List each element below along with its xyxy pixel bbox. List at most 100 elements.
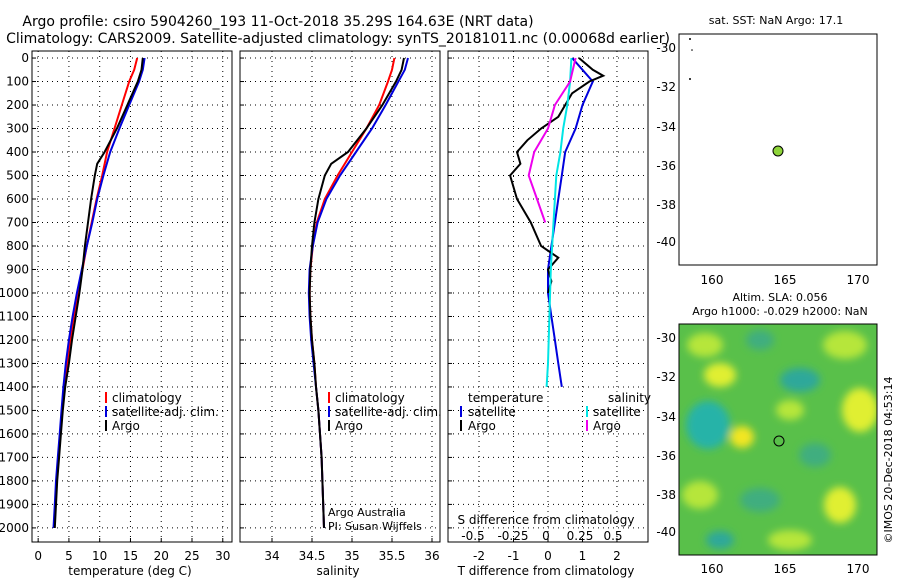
temperature-grid	[32, 51, 232, 542]
sla-map-title1: Altim. SLA: 0.056	[732, 291, 827, 304]
coast-speck	[691, 49, 693, 51]
lat-tick: -40	[656, 525, 676, 539]
sla-map-field	[679, 324, 877, 555]
legend-label: Argo	[335, 419, 363, 433]
legend-swatch-satellite	[105, 406, 107, 417]
sla-blobs	[682, 330, 877, 550]
difference-legend: temperature salinity satellite Argo sate…	[460, 391, 651, 433]
legend-swatch-satellite	[328, 406, 330, 417]
series-line-satellite	[547, 57, 594, 388]
s-difference-scale: -0.5 -0.25 0 0.25 0.5	[461, 529, 622, 543]
credit-org: Argo Australia	[328, 506, 406, 519]
difference-x-ticks: -2 -1 0 1 2	[473, 538, 621, 563]
sla-blob	[776, 400, 804, 420]
difference-grid	[448, 51, 648, 542]
depth-tick-label: 200	[6, 98, 29, 112]
depth-tick-label: 1800	[0, 474, 29, 488]
legend-label: satellite-adj. clim.	[335, 405, 442, 419]
difference-x-label: T difference from climatology	[457, 564, 635, 578]
s-scale-tick: 0	[542, 529, 550, 543]
legend-swatch-t-argo	[460, 420, 462, 431]
lat-tick: -38	[656, 198, 676, 212]
series-line-satellite	[52, 57, 146, 528]
salinity-legend: climatology satellite-adj. clim. Argo	[328, 391, 442, 433]
sla-blob	[682, 481, 718, 509]
legend-swatch-climatology	[105, 392, 107, 403]
depth-tick-label: 1000	[0, 286, 29, 300]
depth-tick-label: 1900	[0, 497, 29, 511]
sla-blob	[730, 426, 754, 448]
legend-swatch-t-satellite	[460, 406, 462, 417]
sla-blob	[824, 487, 856, 523]
temperature-x-ticks: 0 5 10 15 20 25 30	[34, 538, 230, 563]
legend-swatch-s-satellite	[586, 406, 588, 417]
depth-tick-label: 1700	[0, 450, 29, 464]
lon-tick: 160	[701, 273, 724, 287]
x-tick-label: 30	[215, 549, 230, 563]
x-tick-label: 35.5	[379, 549, 406, 563]
legend-label: climatology	[335, 391, 405, 405]
legend-header-salinity: salinity	[608, 391, 651, 405]
lon-tick: 170	[847, 562, 870, 576]
x-tick-label: 2	[613, 549, 621, 563]
sla-blob	[706, 531, 734, 549]
legend-label: satellite	[593, 405, 641, 419]
series-line-sat_salinity	[545, 57, 573, 387]
sla-blob	[842, 388, 877, 432]
legend-label: Argo	[468, 419, 496, 433]
figure-title-line2: Climatology: CARS2009. Satellite-adjuste…	[6, 31, 670, 47]
x-tick-label: 1	[579, 549, 587, 563]
depth-axis: 0 100 200 300 400 500 600 700 800 900 1000 1100 1200…	[0, 51, 29, 535]
sst-map-title: sat. SST: NaN Argo: 17.1	[709, 14, 843, 27]
depth-tick-label: 0	[21, 51, 29, 65]
credit-pi: PI: Susan Wijffels	[328, 520, 422, 533]
depth-tick-label: 500	[6, 169, 29, 183]
legend-swatch-climatology	[328, 392, 330, 403]
lat-tick: -34	[656, 120, 676, 134]
sla-map-title2: Argo h1000: -0.029 h2000: NaN	[692, 305, 868, 318]
salinity-grid	[240, 51, 440, 542]
depth-tick-label: 1600	[0, 427, 29, 441]
legend-header-temperature: temperature	[468, 391, 543, 405]
salinity-x-ticks: 34 34.5 35 35.5 36	[264, 538, 440, 563]
depth-tick-label: 300	[6, 122, 29, 136]
lon-tick: 160	[701, 562, 724, 576]
salinity-panel-frame	[239, 50, 441, 543]
legend-label: Argo	[112, 419, 140, 433]
lon-tick: 165	[774, 562, 797, 576]
x-tick-label: 34.5	[299, 549, 326, 563]
temperature-x-label: temperature (deg C)	[68, 564, 191, 578]
series-line-argo	[308, 57, 405, 528]
sst-map-lon-ticks: 160 165 170	[701, 273, 870, 287]
legend-swatch-argo	[328, 420, 330, 431]
sla-blob	[687, 333, 723, 357]
x-tick-label: 0	[34, 549, 42, 563]
s-scale-tick: -0.25	[497, 529, 528, 543]
depth-tick-label: 1400	[0, 380, 29, 394]
lat-tick: -32	[656, 370, 676, 384]
sla-float-marker	[773, 435, 785, 447]
depth-tick-label: 1500	[0, 403, 29, 417]
lat-tick: -30	[656, 41, 676, 55]
depth-tick-label: 600	[6, 192, 29, 206]
s-scale-tick: 0.5	[603, 529, 622, 543]
series-line-argo	[508, 57, 606, 294]
series-line-argo	[53, 57, 144, 528]
temperature-legend: climatology satellite-adj. clim. Argo	[105, 391, 219, 433]
sla-map-frame	[678, 323, 878, 556]
x-tick-label: 20	[154, 549, 169, 563]
legend-label: satellite	[468, 405, 516, 419]
series-line-satellite	[307, 57, 409, 528]
legend-swatch-s-argo	[586, 420, 588, 431]
legend-label: Argo	[593, 419, 621, 433]
lat-tick: -36	[656, 449, 676, 463]
sst-map-lat-ticks: -30 -32 -34 -36 -38 -40	[656, 41, 676, 249]
figure-title-line1: Argo profile: csiro 5904260_193 11-Oct-2…	[22, 14, 533, 30]
x-tick-label: 0	[544, 549, 552, 563]
x-tick-label: 5	[65, 549, 73, 563]
sla-blob	[780, 368, 820, 392]
depth-tick-label: 100	[6, 75, 29, 89]
x-tick-label: -2	[473, 549, 485, 563]
coast-speck	[689, 78, 691, 80]
lat-tick: -38	[656, 488, 676, 502]
